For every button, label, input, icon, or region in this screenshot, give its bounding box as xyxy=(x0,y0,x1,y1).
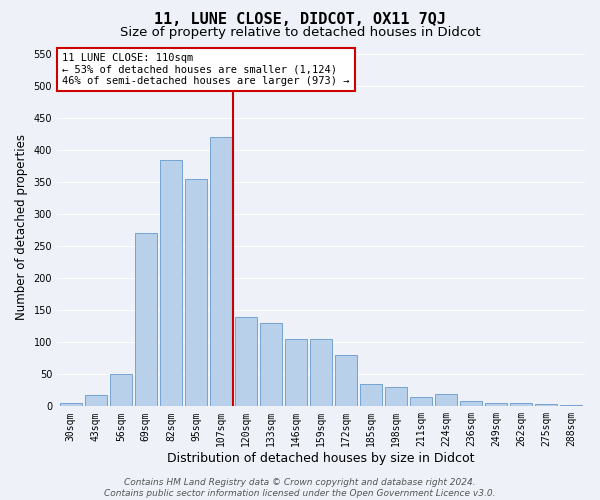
Bar xyxy=(510,403,532,406)
Bar xyxy=(460,401,482,406)
Bar xyxy=(235,316,257,406)
Bar xyxy=(410,396,433,406)
Bar xyxy=(209,137,232,406)
Text: Size of property relative to detached houses in Didcot: Size of property relative to detached ho… xyxy=(119,26,481,39)
Bar xyxy=(560,405,583,406)
X-axis label: Distribution of detached houses by size in Didcot: Distribution of detached houses by size … xyxy=(167,452,475,465)
Bar xyxy=(535,404,557,406)
Bar xyxy=(260,323,282,406)
Bar xyxy=(360,384,382,406)
Text: 11 LUNE CLOSE: 110sqm
← 53% of detached houses are smaller (1,124)
46% of semi-d: 11 LUNE CLOSE: 110sqm ← 53% of detached … xyxy=(62,53,350,86)
Text: Contains HM Land Registry data © Crown copyright and database right 2024.
Contai: Contains HM Land Registry data © Crown c… xyxy=(104,478,496,498)
Bar xyxy=(385,387,407,406)
Bar xyxy=(310,339,332,406)
Bar xyxy=(435,394,457,406)
Bar xyxy=(85,395,107,406)
Bar xyxy=(285,339,307,406)
Bar xyxy=(335,355,358,406)
Bar xyxy=(160,160,182,406)
Text: 11, LUNE CLOSE, DIDCOT, OX11 7QJ: 11, LUNE CLOSE, DIDCOT, OX11 7QJ xyxy=(154,12,446,28)
Bar xyxy=(485,403,508,406)
Bar xyxy=(185,179,207,406)
Y-axis label: Number of detached properties: Number of detached properties xyxy=(15,134,28,320)
Bar xyxy=(110,374,132,406)
Bar xyxy=(134,234,157,406)
Bar xyxy=(59,403,82,406)
